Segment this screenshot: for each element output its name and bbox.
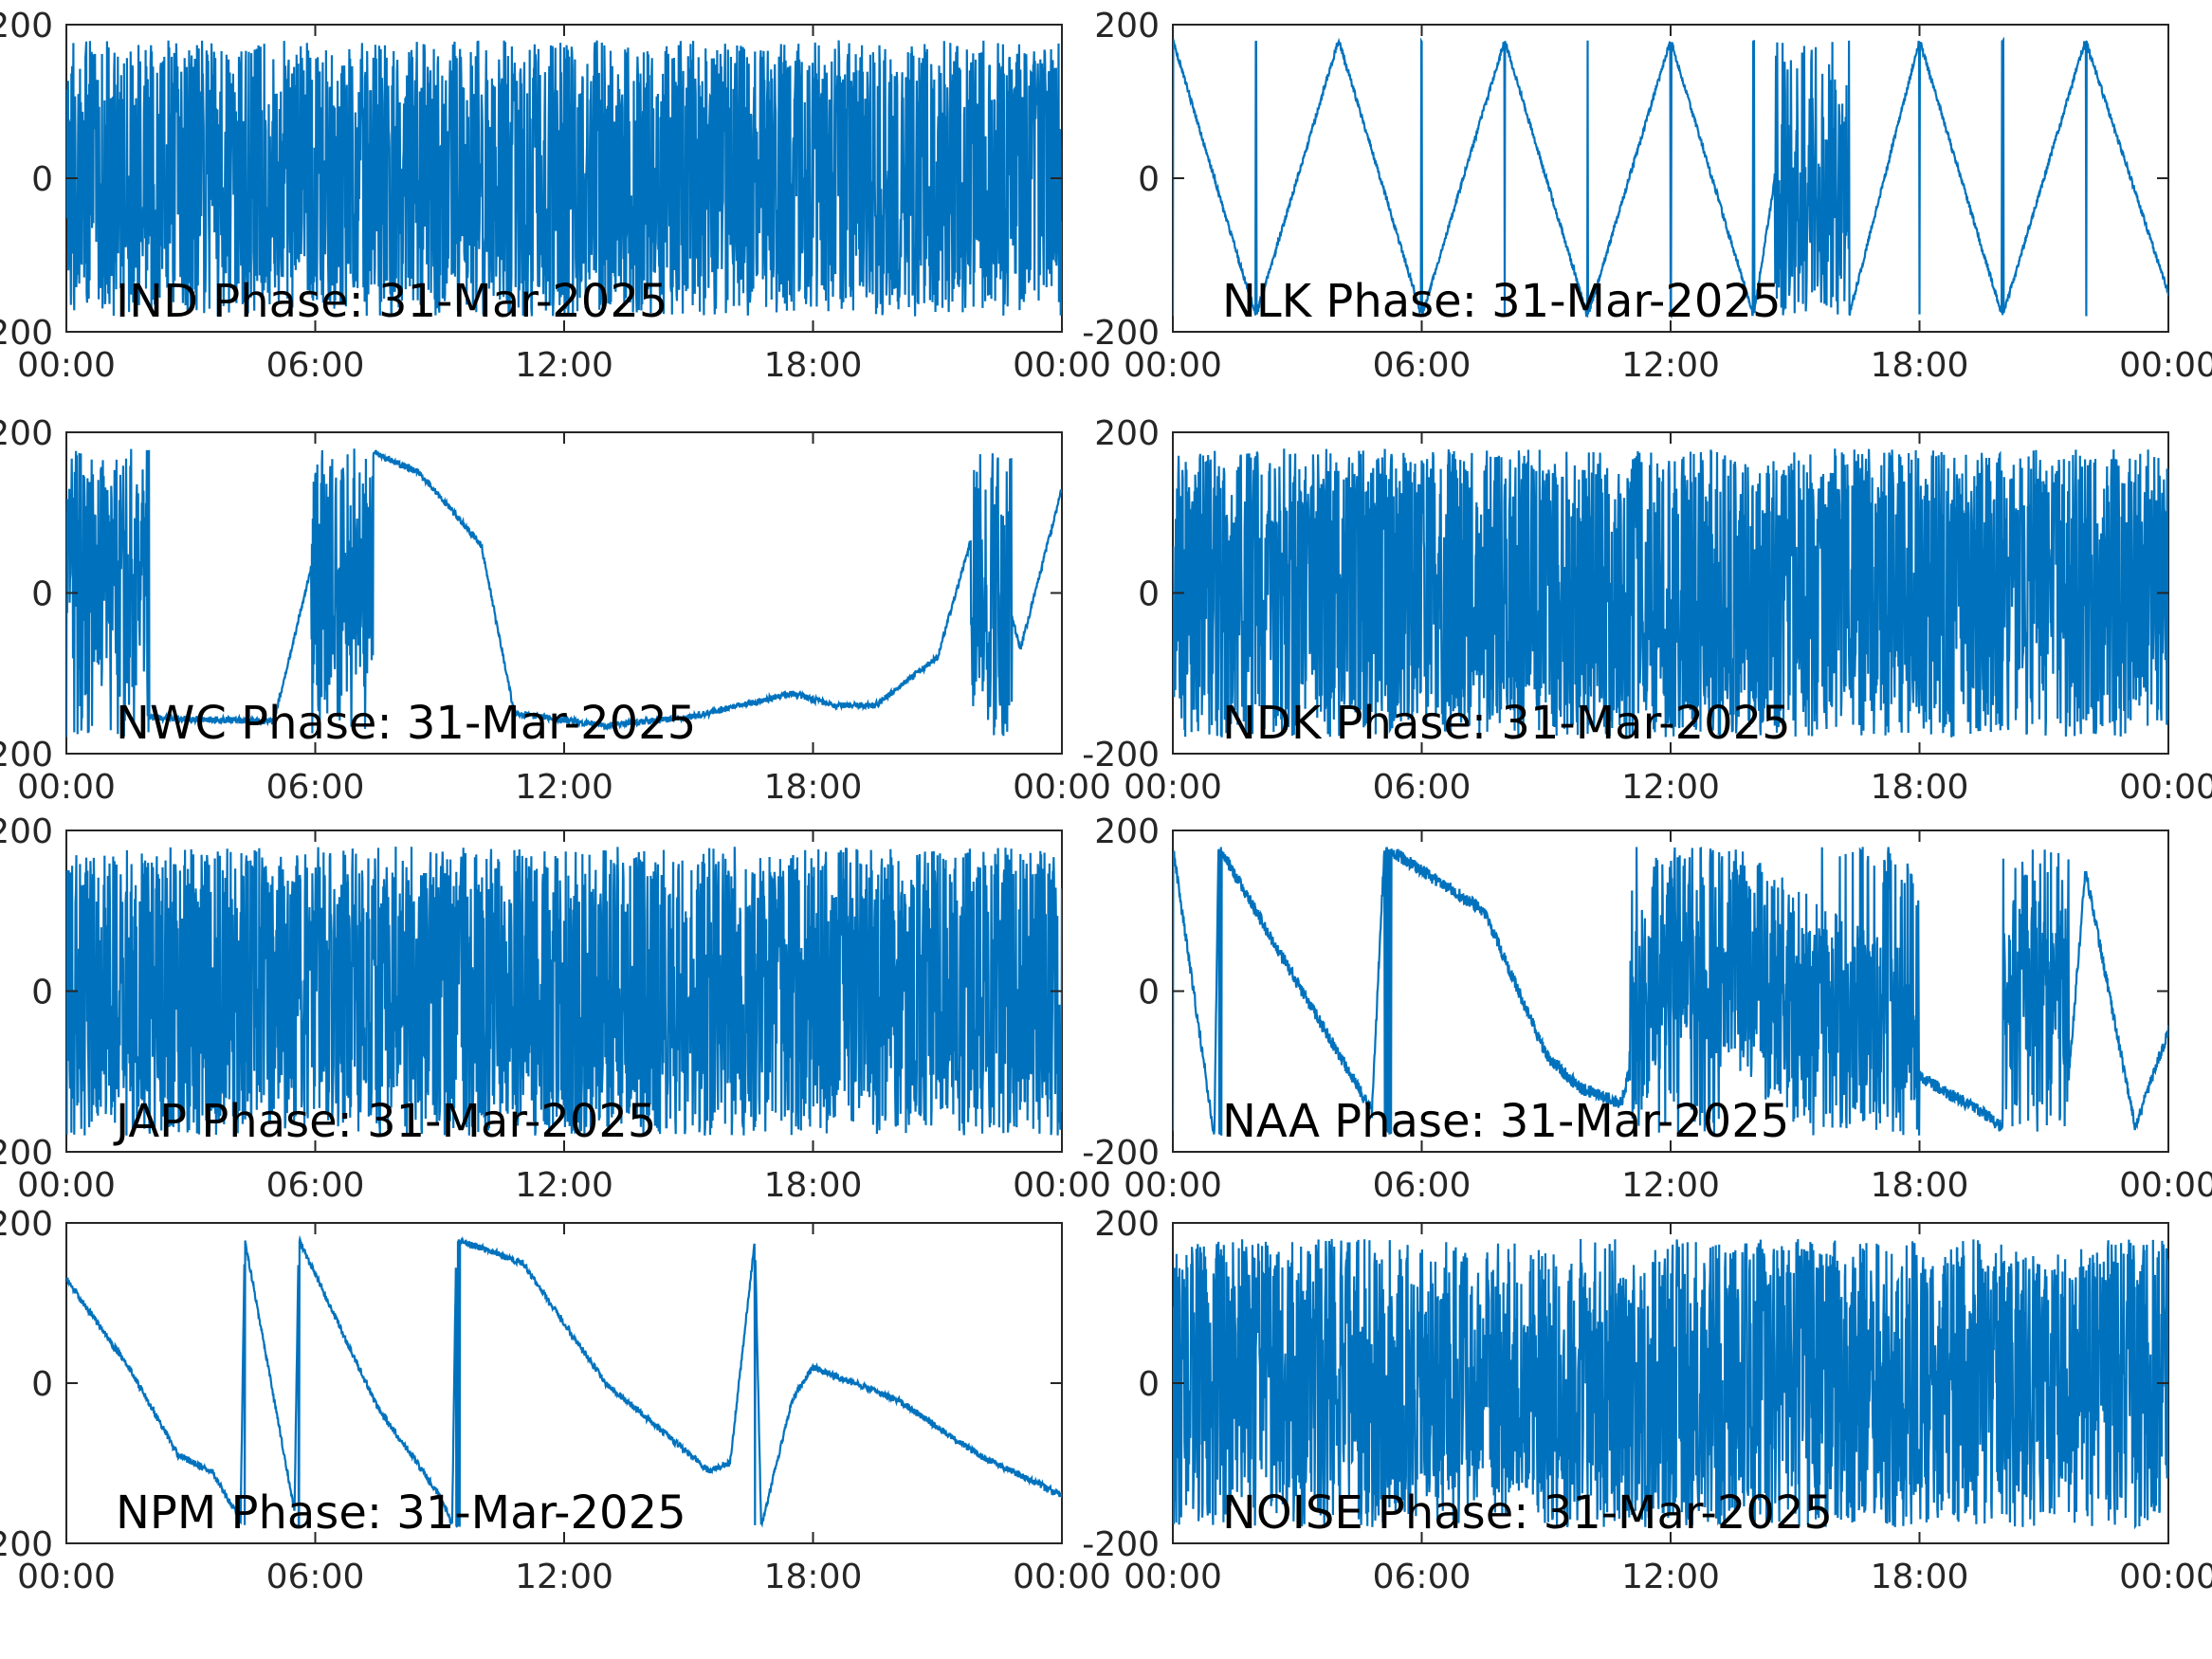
x-tick-label: 00:00	[1124, 1558, 1222, 1596]
y-tick-label: 0	[31, 974, 53, 1012]
y-tick-label: -200	[1082, 1525, 1160, 1564]
y-tick-label: 0	[31, 575, 53, 614]
x-tick-label: 00:00	[2119, 346, 2212, 385]
y-tick-label: -200	[0, 1525, 53, 1564]
x-tick-label: 18:00	[1871, 1166, 1969, 1205]
x-tick-label: 00:00	[1124, 346, 1222, 385]
x-tick-label: 12:00	[1621, 768, 1720, 807]
y-tick-label: 200	[0, 7, 53, 46]
y-tick-label: 200	[0, 414, 53, 453]
panel-title: NPM Phase: 31-Mar-2025	[116, 1486, 686, 1540]
x-tick-label: 00:00	[1124, 1166, 1222, 1205]
x-tick-label: 00:00	[1124, 768, 1222, 807]
y-tick-label: 200	[0, 812, 53, 851]
y-tick-label: -200	[0, 736, 53, 775]
x-tick-label: 18:00	[1871, 768, 1969, 807]
plot-frame	[65, 1222, 1063, 1544]
x-tick-label: 06:00	[266, 768, 365, 807]
x-tick-label: 00:00	[17, 1558, 116, 1596]
y-tick-label: 0	[1138, 1365, 1160, 1404]
x-tick-label: 06:00	[266, 1166, 365, 1205]
panel-title: NDK Phase: 31-Mar-2025	[1222, 697, 1791, 750]
y-tick-label: 200	[1094, 414, 1160, 453]
panel-title: JAP Phase: 31-Mar-2025	[113, 1095, 656, 1148]
x-tick-label: 06:00	[266, 346, 365, 385]
y-tick-label: 0	[1138, 974, 1160, 1012]
phase-series-line	[66, 40, 1062, 317]
x-tick-label: 18:00	[764, 1166, 863, 1205]
panel-title: NOISE Phase: 31-Mar-2025	[1222, 1486, 1833, 1540]
x-tick-label: 06:00	[1373, 1558, 1472, 1596]
x-tick-label: 12:00	[515, 1558, 613, 1596]
panel-title: IND Phase: 31-Mar-2025	[116, 275, 667, 328]
y-tick-label: 0	[31, 1365, 53, 1404]
y-tick-label: 200	[1094, 7, 1160, 46]
phase-series-line	[66, 847, 1062, 1136]
x-tick-label: 12:00	[515, 346, 613, 385]
x-tick-label: 00:00	[2119, 1558, 2212, 1596]
x-tick-label: 00:00	[17, 1166, 116, 1205]
y-tick-label: 0	[1138, 160, 1160, 199]
phase-series-line	[1173, 448, 2168, 738]
x-tick-label: 12:00	[515, 1166, 613, 1205]
x-tick-label: 12:00	[515, 768, 613, 807]
x-tick-label: 12:00	[1621, 1558, 1720, 1596]
y-tick-label: -200	[1082, 736, 1160, 775]
x-tick-label: 12:00	[1621, 346, 1720, 385]
x-tick-label: 06:00	[266, 1558, 365, 1596]
x-tick-label: 00:00	[1013, 346, 1111, 385]
y-tick-label: -200	[1082, 314, 1160, 353]
x-tick-label: 00:00	[2119, 768, 2212, 807]
y-tick-label: 0	[1138, 575, 1160, 614]
x-tick-label: 00:00	[17, 346, 116, 385]
y-tick-label: -200	[1082, 1134, 1160, 1173]
x-tick-label: 12:00	[1621, 1166, 1720, 1205]
x-tick-label: 18:00	[1871, 346, 1969, 385]
y-tick-label: 200	[1094, 812, 1160, 851]
x-tick-label: 06:00	[1373, 1166, 1472, 1205]
plot-frame	[65, 431, 1063, 755]
y-tick-label: 200	[0, 1205, 53, 1244]
x-tick-label: 18:00	[764, 1558, 863, 1596]
y-tick-label: -200	[0, 314, 53, 353]
x-tick-label: 00:00	[17, 768, 116, 807]
phase-series-line	[1173, 847, 2168, 1139]
phase-series-line	[1173, 1238, 2168, 1530]
x-tick-label: 06:00	[1373, 768, 1472, 807]
phase-series-line	[1173, 36, 2168, 319]
x-tick-label: 18:00	[764, 346, 863, 385]
panel-title: NLK Phase: 31-Mar-2025	[1222, 275, 1782, 328]
x-tick-label: 18:00	[1871, 1558, 1969, 1596]
panel-title: NWC Phase: 31-Mar-2025	[116, 697, 696, 750]
panel-title: NAA Phase: 31-Mar-2025	[1222, 1095, 1789, 1148]
y-tick-label: -200	[0, 1134, 53, 1173]
y-tick-label: 0	[31, 160, 53, 199]
phase-series-line	[66, 1234, 1062, 1528]
y-tick-label: 200	[1094, 1205, 1160, 1244]
x-tick-label: 18:00	[764, 768, 863, 807]
x-tick-label: 00:00	[1013, 768, 1111, 807]
x-tick-label: 00:00	[2119, 1166, 2212, 1205]
phase-series-line	[66, 448, 1062, 738]
x-tick-label: 00:00	[1013, 1558, 1111, 1596]
x-tick-label: 00:00	[1013, 1166, 1111, 1205]
x-tick-label: 06:00	[1373, 346, 1472, 385]
